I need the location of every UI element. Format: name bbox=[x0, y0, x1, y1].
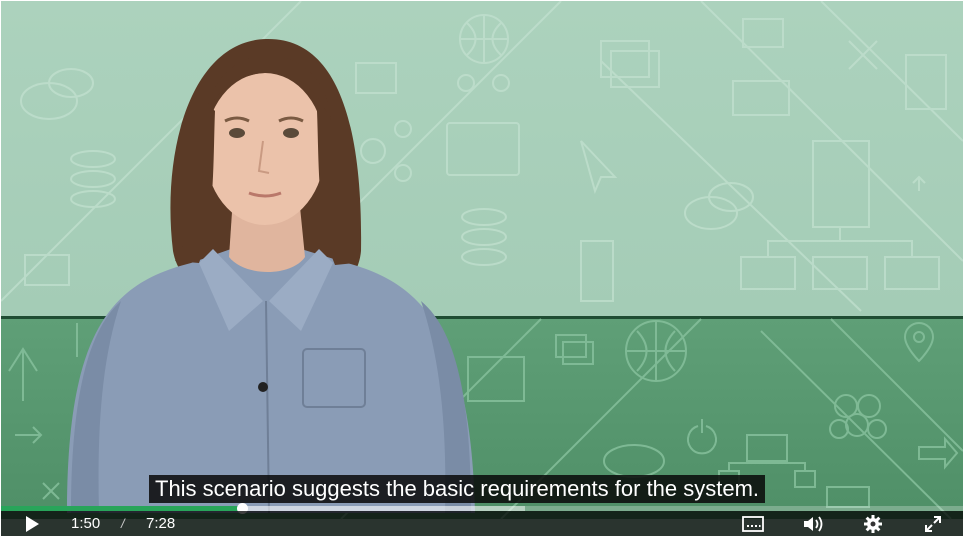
settings-button[interactable] bbox=[859, 511, 887, 536]
play-button[interactable] bbox=[19, 511, 45, 536]
progress-bar[interactable] bbox=[1, 503, 963, 514]
fullscreen-button[interactable] bbox=[919, 511, 947, 536]
progress-played bbox=[1, 506, 242, 511]
current-time: 1:50 bbox=[71, 515, 101, 532]
play-icon bbox=[26, 515, 39, 532]
progress-buffered bbox=[1, 506, 526, 511]
control-bar: 1:50 / 7:28 bbox=[1, 511, 963, 536]
volume-icon bbox=[804, 515, 823, 532]
duration-time: 7:28 bbox=[146, 515, 176, 532]
progress-scrubber-handle[interactable] bbox=[236, 503, 248, 514]
captions-icon bbox=[742, 515, 764, 532]
subtitle-caption: This scenario suggests the basic require… bbox=[149, 475, 766, 503]
background-divider bbox=[1, 316, 963, 319]
captions-button[interactable] bbox=[739, 511, 767, 536]
fullscreen-icon bbox=[925, 515, 941, 532]
settings-icon bbox=[864, 514, 882, 533]
time-separator: / bbox=[121, 516, 125, 531]
volume-button[interactable] bbox=[799, 511, 827, 536]
